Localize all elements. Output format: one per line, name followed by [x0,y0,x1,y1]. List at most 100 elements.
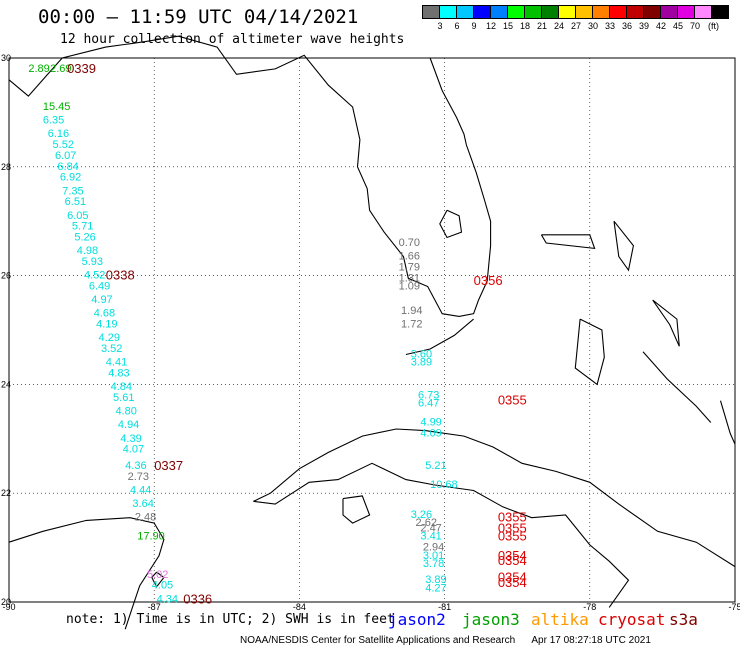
swh-value: 4.68 [94,308,115,320]
pass-time-label: 0355 [498,393,527,408]
color-scale-label: 45 [672,21,684,31]
coastline [613,220,634,272]
swh-value: 6.51 [65,196,86,208]
pass-time-label: 0354 [498,570,527,585]
swh-value: 4.05 [152,580,173,592]
swh-value: 1.72 [401,319,422,331]
pass-time-label: 0336 [183,591,212,606]
color-scale-label: 15 [502,21,514,31]
color-scale-label: 18 [519,21,531,31]
swh-value: 1.09 [399,280,420,292]
swh-value: 3.26 [411,509,432,521]
page-subtitle: 12 hour collection of altimeter wave hei… [60,32,405,47]
swh-value: 4.94 [118,419,139,431]
pass-time-label: 0337 [154,458,183,473]
swh-value: 4.07 [123,444,144,456]
swh-value: 4.98 [77,245,98,257]
swh-value: 5.93 [82,256,103,268]
lat-tick-label: 30 [1,53,11,63]
color-scale-swatch [711,5,729,19]
swh-value: 5.21 [425,460,446,472]
coastline [253,428,736,568]
swh-value: 4.80 [115,406,136,418]
swh-value: 4.52 [84,270,105,282]
pass-time-label: 0355 [498,521,527,536]
lat-tick-label: 20 [1,597,11,607]
swh-value: 4.41 [106,357,127,369]
swh-value: 2.62 [416,517,437,529]
swh-value: 15.45 [43,101,71,113]
swh-value: 6.07 [55,150,76,162]
coastline [719,400,736,445]
color-scale-unit: (ft) [708,21,719,31]
swh-value: 6.49 [89,280,110,292]
swh-value: 3.78 [423,558,444,570]
swh-value: 1.31 [399,272,420,284]
color-scale-label: 33 [604,21,616,31]
pass-time-label: 0355 [498,529,527,544]
swh-value: 6.73 [418,389,439,401]
swh-value: 6.84 [57,161,78,173]
swh-value: 5.71 [72,221,93,233]
swh-value: 2.48 [135,512,156,524]
color-scale-label: 6 [454,21,460,31]
footer-note: note: 1) Time is in UTC; 2) SWH is in fe… [66,612,395,627]
color-scale-label: 30 [587,21,599,31]
swh-value: 3.52 [101,343,122,355]
swh-value: 2.73 [128,471,149,483]
color-scale-label: 9 [471,21,477,31]
swh-value: 4.83 [108,368,129,380]
pass-time-label: 0339 [67,61,96,76]
legend-item-cryosat: cryosat [598,610,666,629]
swh-value: 4.09 [420,427,441,439]
swh-value: 7.35 [62,185,83,197]
color-scale-bar [422,5,729,19]
lon-tick-label: -75 [728,602,740,612]
swh-value: 2.69 [50,63,71,75]
lon-tick-label: -78 [583,602,596,612]
coastline [253,462,630,608]
swh-value: 4.19 [96,319,117,331]
pass-time-label: 0354 [498,553,527,568]
coastline [405,318,474,356]
coastline [540,234,596,250]
swh-value: 5.52 [53,139,74,151]
lat-tick-label: 28 [1,162,11,172]
swh-value: 5.02 [147,569,168,581]
legend-item-jason2: jason2 [388,610,446,629]
swh-value: 3.89 [425,574,446,586]
coastline [151,571,165,588]
lon-tick-label: -87 [148,602,161,612]
coastline [8,517,165,630]
swh-value: 1.79 [399,261,420,273]
swh-value: 1.94 [401,305,422,317]
color-scale-labels: 3 6 9 12 15 18 21 24 27 30 33 36 39 42 45 70 (ft) [422,21,740,35]
swh-value: 4.39 [120,433,141,445]
pass-time-label: 0356 [474,273,503,288]
swh-value: 2.89 [28,63,49,75]
color-scale-label: 36 [621,21,633,31]
coastline [574,318,605,386]
swh-value: 6.05 [67,210,88,222]
coastline [642,351,712,423]
color-scale-label: 3 [437,21,443,31]
swh-value: 2.94 [423,542,444,554]
swh-value: 10.68 [430,479,458,491]
swh-value: 3.41 [420,531,441,543]
color-scale-label: 70 [689,21,701,31]
swh-value: 3.01 [423,550,444,562]
swh-value: 3.89 [411,357,432,369]
lon-tick-label: -81 [438,602,451,612]
coastline [8,35,492,317]
swh-value: 17.90 [137,531,165,543]
lat-tick-label: 26 [1,271,11,281]
lat-tick-label: 24 [1,379,11,389]
pass-time-label: 0338 [106,268,135,283]
color-scale-label: 42 [655,21,667,31]
map-frame [8,57,736,603]
color-scale-label: 12 [485,21,497,31]
swh-value: 4.99 [420,416,441,428]
coastline [439,209,463,239]
swh-value: 1.66 [399,251,420,263]
